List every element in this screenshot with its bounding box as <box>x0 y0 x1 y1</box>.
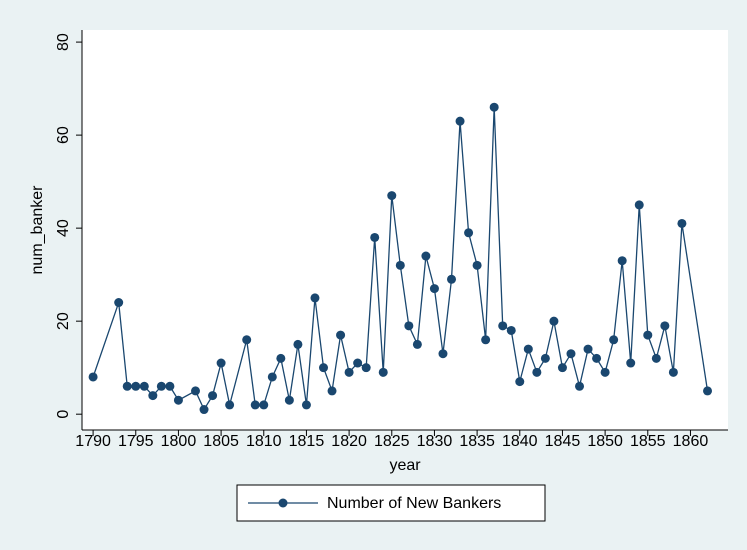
point <box>575 381 585 391</box>
point <box>668 367 678 377</box>
point <box>370 232 380 242</box>
x-tick-label: 1855 <box>630 433 666 450</box>
y-tick-label: 20 <box>55 312 72 330</box>
point <box>165 381 175 391</box>
point <box>190 386 200 396</box>
point <box>199 405 209 415</box>
point <box>660 321 670 331</box>
point <box>327 386 337 396</box>
x-tick-label: 1810 <box>246 433 282 450</box>
x-tick-label: 1830 <box>417 433 453 450</box>
point <box>88 372 98 382</box>
point <box>532 367 542 377</box>
point <box>651 353 661 363</box>
point <box>506 325 516 335</box>
point <box>378 367 388 377</box>
point <box>293 339 303 349</box>
point <box>489 102 499 112</box>
point <box>267 372 277 382</box>
point <box>250 400 260 410</box>
point <box>139 381 149 391</box>
point <box>498 321 508 331</box>
point <box>566 349 576 359</box>
x-tick-label: 1850 <box>587 433 623 450</box>
point <box>216 358 226 368</box>
point <box>523 344 533 354</box>
point <box>301 400 311 410</box>
y-tick-label: 60 <box>55 126 72 144</box>
point <box>617 256 627 266</box>
point <box>677 218 687 228</box>
y-tick-label: 40 <box>55 219 72 237</box>
point <box>464 228 474 238</box>
x-tick-label: 1840 <box>502 433 538 450</box>
point <box>114 298 124 308</box>
point <box>156 381 166 391</box>
point <box>148 391 158 401</box>
point <box>549 316 559 326</box>
point <box>447 274 457 284</box>
point <box>412 339 422 349</box>
point <box>208 391 218 401</box>
point <box>643 330 653 340</box>
x-tick-label: 1790 <box>75 433 111 450</box>
point <box>336 330 346 340</box>
legend-marker <box>278 498 288 508</box>
point <box>259 400 269 410</box>
point <box>421 251 431 261</box>
x-tick-label: 1795 <box>118 433 154 450</box>
point <box>481 335 491 345</box>
point <box>455 116 465 126</box>
point <box>122 381 132 391</box>
x-axis-title: year <box>389 457 421 474</box>
point <box>438 349 448 359</box>
x-tick-label: 1805 <box>203 433 239 450</box>
point <box>225 400 235 410</box>
point <box>600 367 610 377</box>
plot-area <box>82 30 728 430</box>
point <box>634 200 644 210</box>
point <box>173 395 183 405</box>
point <box>540 353 550 363</box>
y-tick-label: 80 <box>55 33 72 51</box>
point <box>361 363 371 373</box>
point <box>557 363 567 373</box>
point <box>404 321 414 331</box>
x-tick-label: 1800 <box>161 433 197 450</box>
x-tick-label: 1815 <box>289 433 325 450</box>
point <box>276 353 286 363</box>
point <box>515 377 525 387</box>
point <box>353 358 363 368</box>
point <box>583 344 593 354</box>
y-axis-title: num_banker <box>29 185 46 275</box>
x-tick-label: 1860 <box>673 433 709 450</box>
point <box>242 335 252 345</box>
legend-label: Number of New Bankers <box>327 495 501 512</box>
point <box>131 381 141 391</box>
point <box>395 260 405 270</box>
x-tick-label: 1825 <box>374 433 410 450</box>
point <box>609 335 619 345</box>
point <box>703 386 713 396</box>
point <box>310 293 320 303</box>
point <box>284 395 294 405</box>
point <box>626 358 636 368</box>
point <box>429 284 439 294</box>
point <box>319 363 329 373</box>
x-tick-label: 1820 <box>331 433 367 450</box>
x-tick-label: 1835 <box>459 433 495 450</box>
point <box>592 353 602 363</box>
point <box>472 260 482 270</box>
x-tick-label: 1845 <box>545 433 581 450</box>
point <box>387 191 397 201</box>
point <box>344 367 354 377</box>
y-tick-label: 0 <box>55 410 72 419</box>
